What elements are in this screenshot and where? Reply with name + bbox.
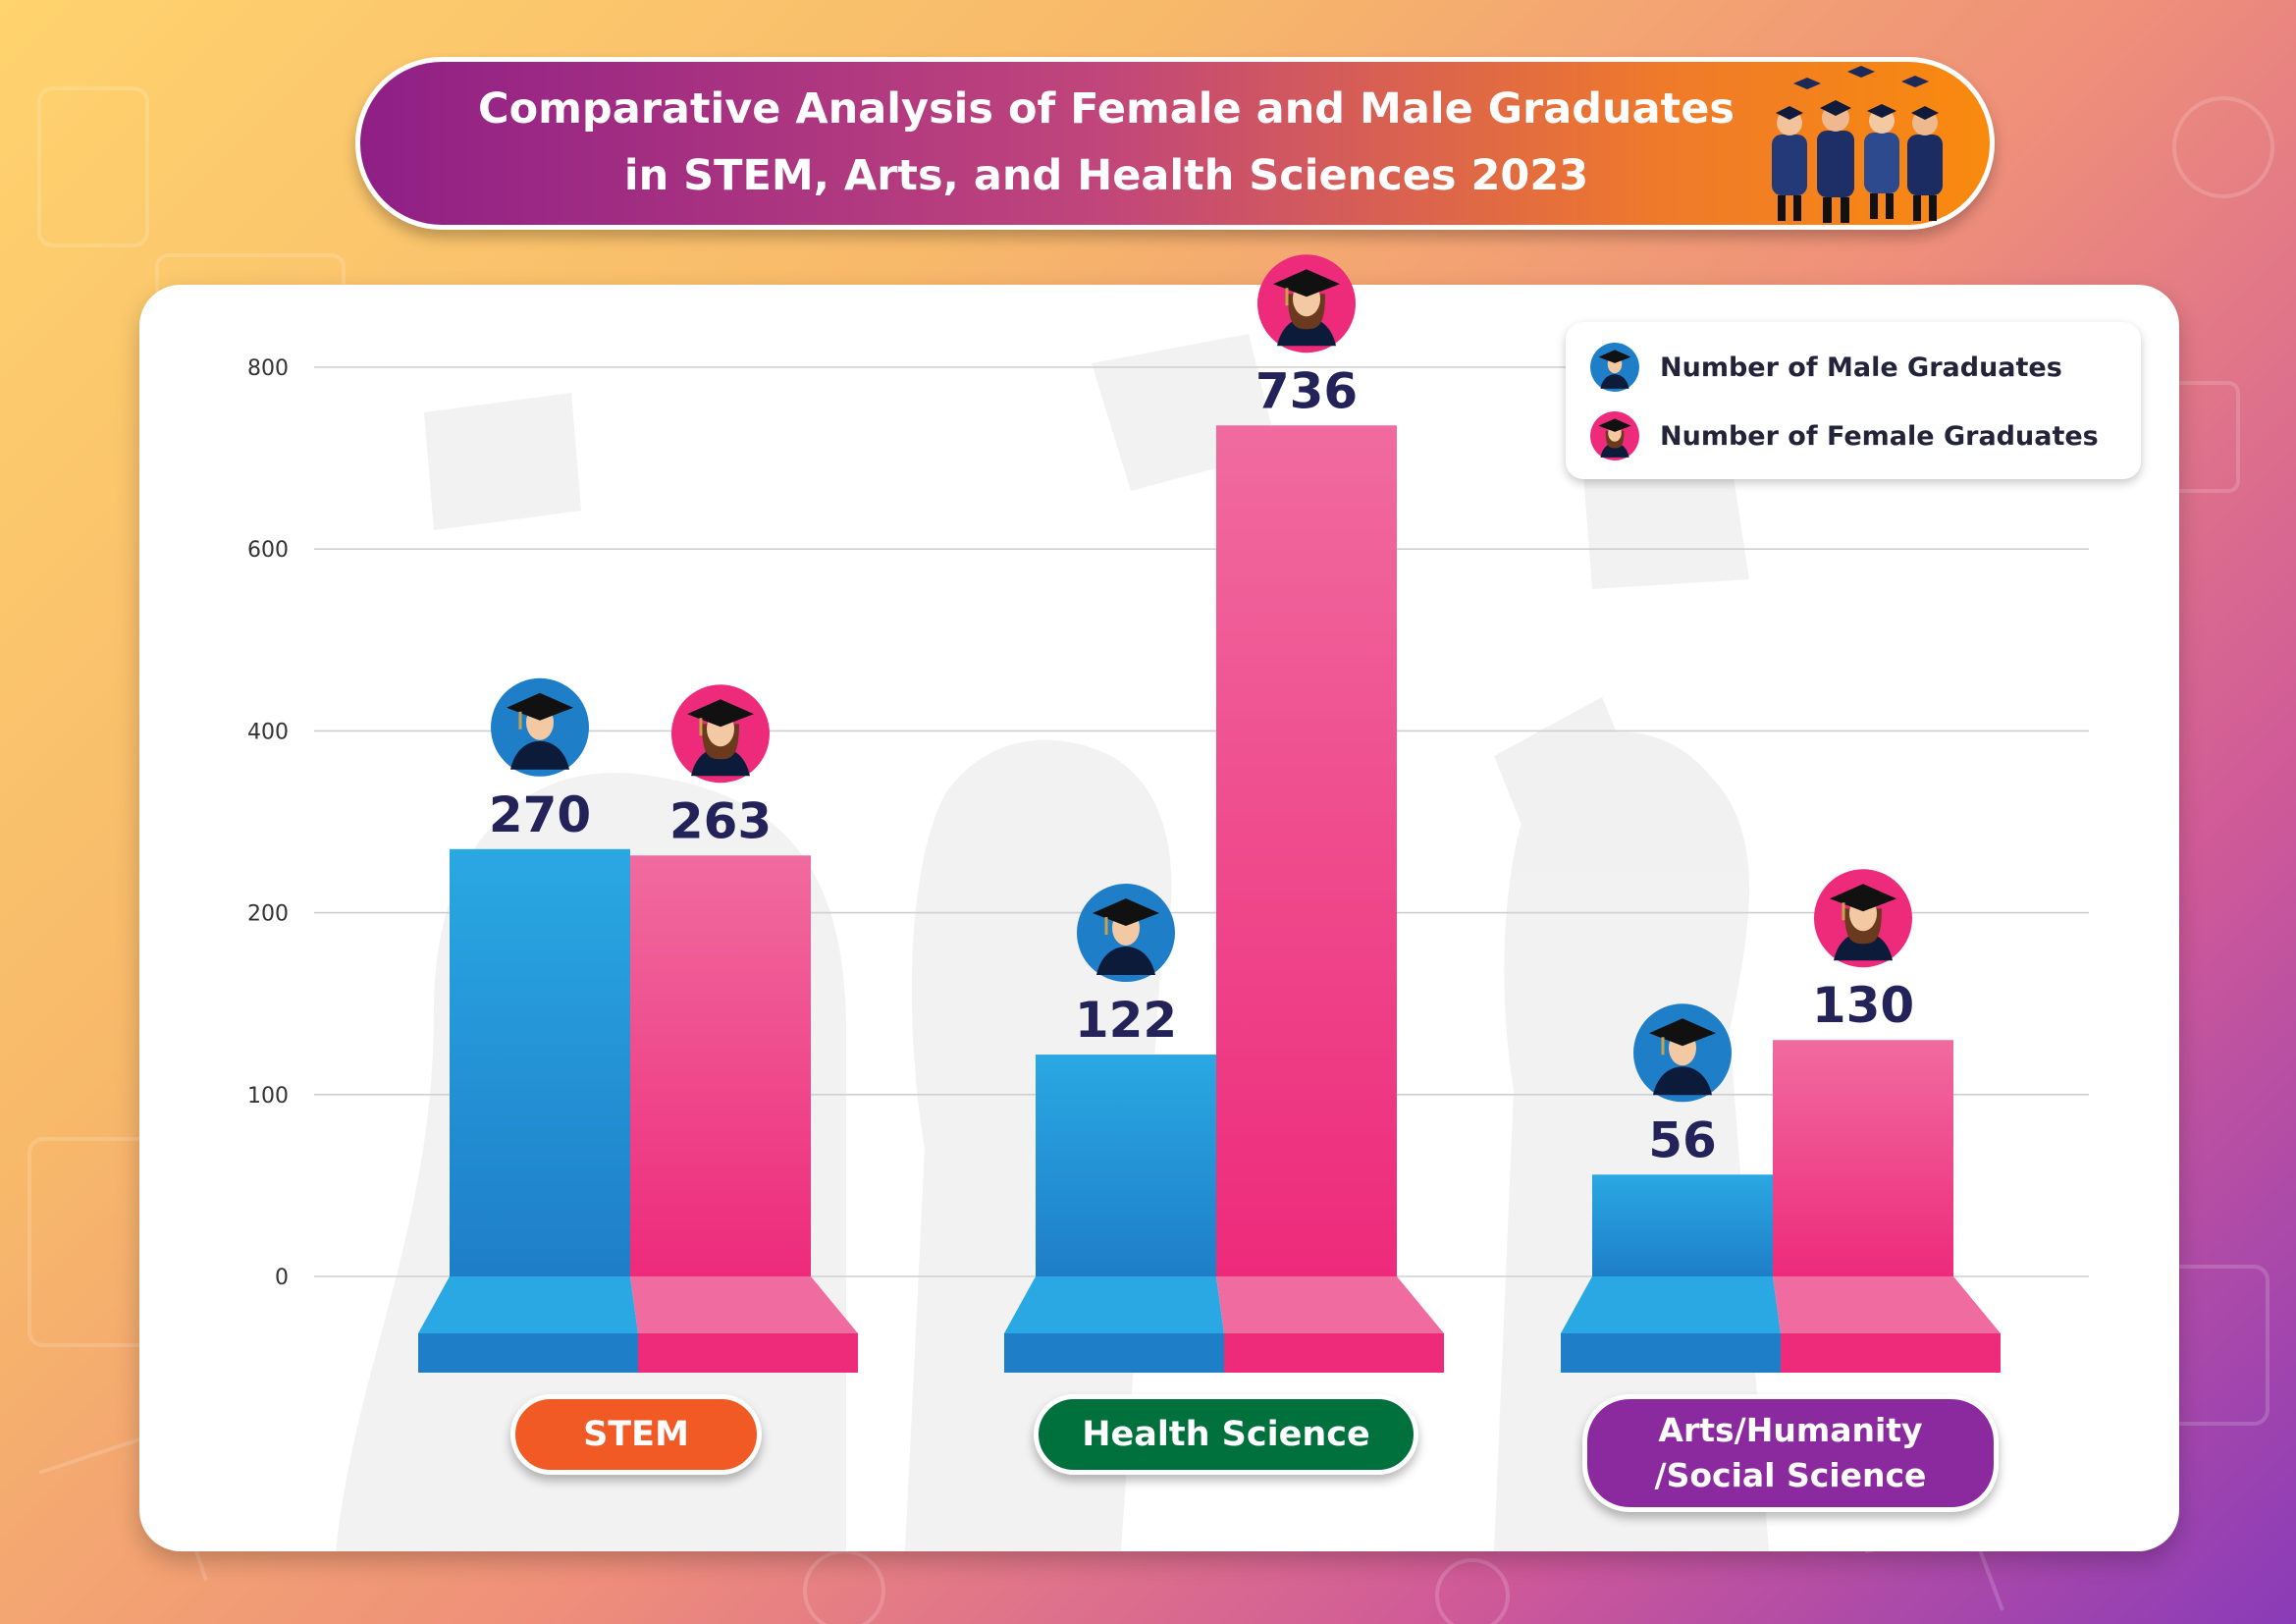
- category-label-arts-line-1: Arts/Humanity: [1658, 1411, 1923, 1449]
- bar-base-male: [1561, 1276, 1781, 1333]
- category-label-health-science: Health Science: [1034, 1394, 1418, 1475]
- bar-base-male-front: [418, 1333, 638, 1373]
- category-label-health-text: Health Science: [1082, 1415, 1370, 1454]
- bar-base-male: [1004, 1276, 1224, 1333]
- bar-base-female: [1773, 1276, 2001, 1333]
- bar-male[interactable]: [450, 848, 630, 1276]
- bar-base-female: [1216, 1276, 1444, 1333]
- y-tick-label: 0: [275, 1266, 289, 1290]
- y-tick-label: 200: [247, 902, 289, 927]
- chart-title-line-2: in STEM, Arts, and Health Sciences 2023: [623, 151, 1589, 200]
- y-tick-label: 100: [247, 1084, 289, 1109]
- male-graduate-icon: [1633, 1003, 1732, 1103]
- bar-female[interactable]: [630, 855, 811, 1276]
- bar-base-female-front: [1224, 1333, 1444, 1373]
- male-graduate-icon: [1590, 343, 1639, 392]
- category-label-arts-line-2: /Social Science: [1654, 1456, 1927, 1494]
- bar-base-female-front: [1781, 1333, 2001, 1373]
- bar-base-female-front: [638, 1333, 858, 1373]
- value-label-male: 270: [489, 786, 591, 843]
- bar-male[interactable]: [1036, 1055, 1216, 1276]
- y-tick-label: 600: [247, 538, 289, 563]
- bar-base-male-front: [1561, 1333, 1781, 1373]
- y-tick-label: 400: [247, 720, 289, 744]
- male-graduate-icon: [491, 677, 589, 777]
- value-label-male: 56: [1648, 1111, 1717, 1168]
- value-label-female: 263: [669, 792, 772, 849]
- legend-item-female[interactable]: Number of Female Graduates: [1589, 408, 2099, 463]
- chart-title-line-1: Comparative Analysis of Female and Male …: [478, 84, 1735, 134]
- category-label-stem-text: STEM: [583, 1415, 689, 1454]
- y-tick-label: 800: [247, 356, 289, 381]
- graduates-celebrating-icon: [1772, 66, 1943, 223]
- female-graduate-icon: [671, 684, 770, 784]
- legend-label-male: Number of Male Graduates: [1660, 352, 2062, 383]
- bar-female[interactable]: [1773, 1040, 1953, 1276]
- value-label-female: 130: [1812, 977, 1914, 1034]
- category-label-stem: STEM: [510, 1394, 762, 1475]
- female-graduate-icon: [1257, 254, 1356, 353]
- title-banner: Comparative Analysis of Female and Male …: [355, 57, 1995, 230]
- value-label-female: 736: [1255, 362, 1358, 419]
- legend: Number of Male Graduates Number of Femal…: [1566, 322, 2141, 479]
- value-label-male: 122: [1075, 992, 1177, 1049]
- category-label-arts-humanity-social-science: Arts/Humanity /Social Science: [1582, 1394, 1999, 1512]
- legend-item-male[interactable]: Number of Male Graduates: [1589, 340, 2062, 395]
- bar-base-male-front: [1004, 1333, 1224, 1373]
- legend-label-female: Number of Female Graduates: [1660, 420, 2099, 452]
- bar-male[interactable]: [1592, 1174, 1773, 1276]
- male-graduate-icon: [1077, 884, 1175, 983]
- bar-base-female: [630, 1276, 858, 1333]
- female-graduate-icon: [1590, 411, 1639, 460]
- bar-female[interactable]: [1216, 425, 1397, 1276]
- bar-base-male: [418, 1276, 638, 1333]
- female-graduate-icon: [1814, 869, 1912, 968]
